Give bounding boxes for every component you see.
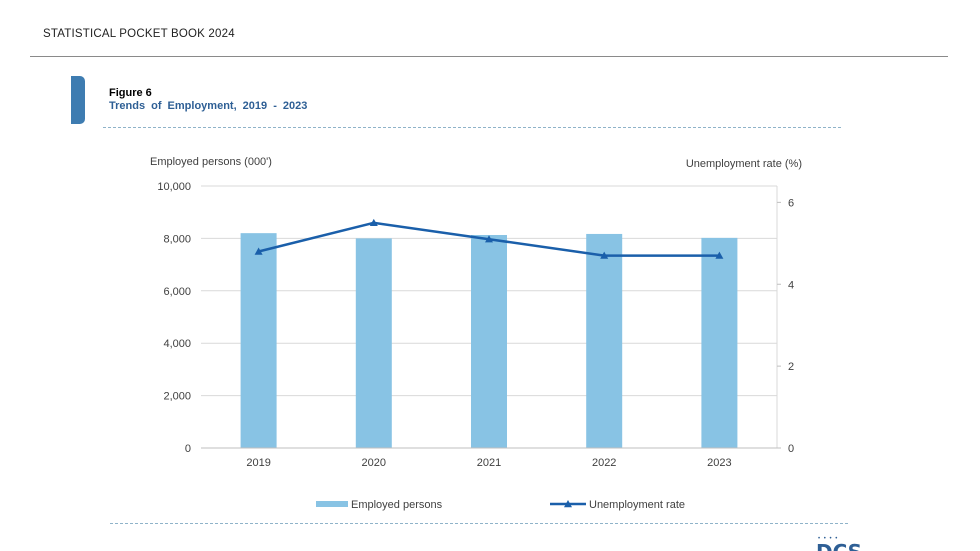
unemployment-marker-2020 bbox=[369, 218, 378, 227]
x-tick-label: 2020 bbox=[362, 457, 386, 469]
dcs-logo: • • • • DCS bbox=[816, 536, 876, 551]
legend-bar-label: Employed persons bbox=[351, 499, 443, 511]
figure-title: Trends of Employment, 2019 - 2023 bbox=[109, 100, 308, 112]
line-series bbox=[254, 218, 724, 259]
x-tick-label: 2022 bbox=[592, 457, 616, 469]
y-left-tick-label: 8,000 bbox=[163, 233, 191, 245]
logo-dots-icon: • • • • bbox=[818, 536, 839, 542]
y-left-tick-label: 4,000 bbox=[163, 338, 191, 350]
bar-series bbox=[240, 233, 738, 448]
unemployment-marker-2023 bbox=[715, 251, 724, 259]
x-tick-label: 2019 bbox=[246, 457, 270, 469]
bar-employed-2021 bbox=[471, 234, 507, 448]
y-left-tick-label: 0 bbox=[185, 443, 191, 455]
section-tab-marker bbox=[71, 76, 85, 124]
bar-employed-2023 bbox=[701, 237, 738, 448]
y-left-tick-label: 2,000 bbox=[163, 391, 191, 403]
y-right-axis-title: Unemployment rate (%) bbox=[686, 158, 802, 170]
y-left-tick-label: 6,000 bbox=[163, 286, 191, 298]
y-right-tick-label: 6 bbox=[788, 197, 794, 209]
bar-employed-2020 bbox=[355, 238, 392, 448]
header-divider bbox=[30, 56, 948, 57]
unemployment-marker-2019 bbox=[254, 247, 263, 255]
top-dashed-divider bbox=[103, 127, 841, 128]
legend-line-label: Unemployment rate bbox=[589, 499, 685, 511]
y-left-tick-label: 10,000 bbox=[157, 181, 191, 193]
y-right-tick-label: 0 bbox=[788, 443, 794, 455]
y-left-axis-title: Employed persons (000') bbox=[150, 156, 272, 168]
y-right-tick-label: 4 bbox=[788, 279, 794, 291]
bar-employed-2022 bbox=[586, 233, 623, 448]
legend: Employed persons Unemployment rate bbox=[316, 499, 685, 511]
axes-and-labels: 0 2,000 4,000 6,000 8,000 10,000 0 2 4 6 Employed … bbox=[150, 156, 802, 469]
legend-triangle-icon bbox=[564, 500, 572, 508]
unemployment-marker-2021 bbox=[485, 235, 493, 243]
x-tick-label: 2023 bbox=[707, 457, 731, 469]
bar-employed-2019 bbox=[240, 233, 277, 448]
y-right-tick-label: 2 bbox=[788, 361, 794, 373]
figure-number: Figure 6 bbox=[109, 87, 152, 99]
x-tick-label: 2021 bbox=[477, 457, 501, 469]
bottom-dashed-divider bbox=[110, 523, 848, 524]
legend-bar-swatch bbox=[316, 501, 348, 507]
unemployment-marker-2022 bbox=[600, 251, 609, 259]
page-header-title: STATISTICAL POCKET BOOK 2024 bbox=[43, 28, 235, 40]
logo-text: DCS bbox=[816, 540, 862, 551]
